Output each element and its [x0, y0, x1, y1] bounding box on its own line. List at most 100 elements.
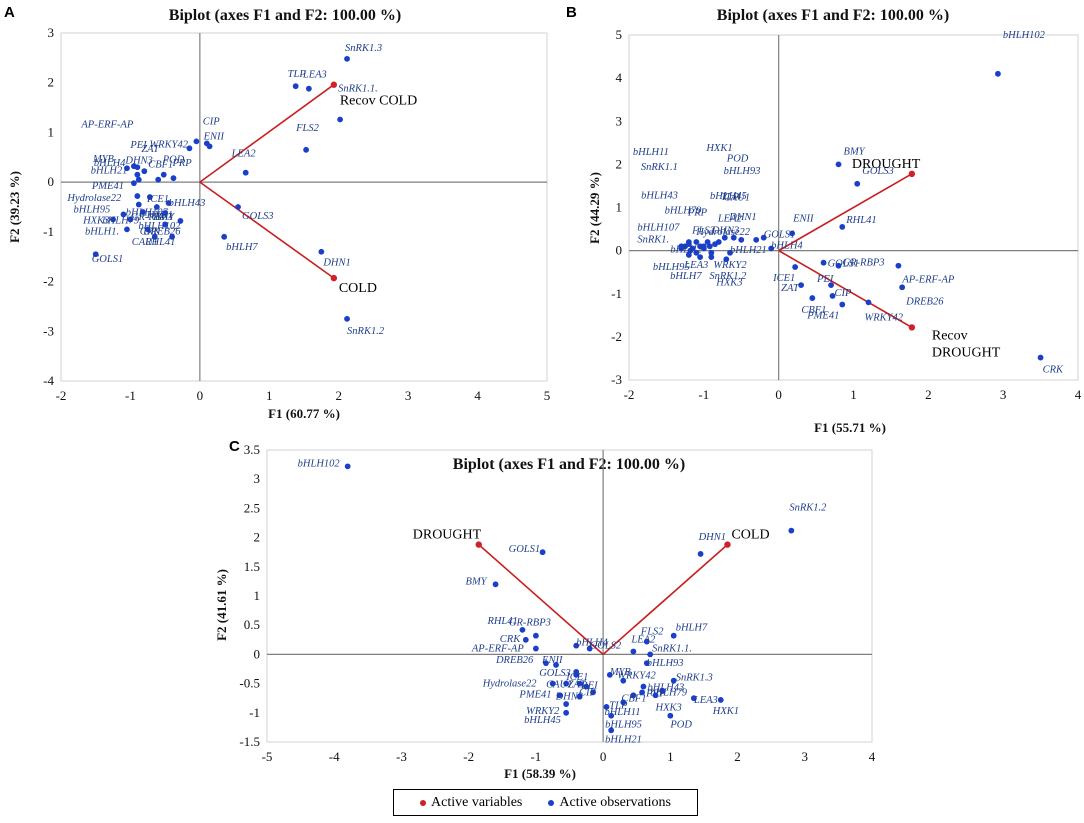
panel-c-plot-area — [266, 449, 873, 743]
panel-a-observation-point — [124, 226, 130, 233]
panel-b-observation-point — [828, 282, 834, 289]
panel-b-xtick-label: 2 — [925, 387, 932, 402]
panel-a-observation-point — [177, 218, 184, 224]
panel-c-observation-label: ZAT — [568, 680, 587, 691]
panel-a-letter: A — [4, 4, 15, 21]
panel-a-variable-label: COLD — [339, 281, 377, 296]
panel-c-variable-label-line: DROUGHT — [413, 528, 482, 543]
panel-b-observation-label: SnRK1.2 — [709, 271, 747, 282]
panel-c-observation-point — [630, 692, 637, 699]
panel-c-observation-label: WRKY2 — [526, 706, 560, 717]
panel-a-title: Biplot (axes F1 and F2: 100.00 %) — [169, 7, 401, 24]
legend-marker-variables — [420, 799, 427, 806]
panel-b-observation-label: bHLH21 — [730, 245, 767, 256]
panel-c-letter: C — [229, 438, 240, 455]
panel-c-observation-point — [532, 632, 539, 639]
panel-b-observation-label: bHLH11 — [633, 147, 669, 158]
panel-b-ytick-label: -1 — [611, 286, 622, 301]
panel-a-observation-point — [141, 168, 148, 175]
panel-c-observation-point — [788, 527, 795, 534]
panel-c-observation-label: ICE1 — [565, 672, 588, 683]
panel-c-observation-point — [553, 662, 559, 668]
panel-a-plot-area — [60, 32, 548, 382]
panel-c-ytick-label: 2 — [254, 530, 261, 545]
panel-a-observation-point — [235, 204, 241, 210]
panel-a-observation-label: TLP — [288, 69, 307, 80]
panel-c-observation-label: ENII — [541, 655, 563, 666]
panel-a-ticks: -2 -1 0 1 2 3 4 5 -4 -3 -2 -1 0 1 2 3 — [43, 25, 550, 403]
panel-a-observation-point — [131, 180, 137, 187]
panel-c-observation-label: DHN1 — [698, 532, 726, 543]
panel-a-observation-point — [135, 176, 142, 183]
panel-b-observation-label: PRP — [687, 207, 708, 218]
panel-a-variable-label: Recov COLD — [340, 94, 417, 109]
panel-a-observation-point — [120, 211, 127, 218]
panel-b-observation-point — [809, 295, 816, 301]
panel-c-xtick-label: 1 — [667, 749, 674, 764]
panel-c-ytick-label: -1.5 — [239, 734, 260, 749]
panel-b-observation-point — [693, 239, 700, 245]
panel-b-observation-point — [708, 254, 715, 260]
panel-a-xlabel: F1 (60.77 %) — [268, 406, 340, 421]
panel-c-observation-point — [667, 712, 674, 719]
panel-c-xtick-label: 2 — [734, 749, 741, 764]
panel-c-xtick-label: -1 — [530, 749, 541, 764]
panel-c-observation-label: SnRK1.2 — [789, 503, 827, 514]
panel-a-ytick-label: 0 — [48, 174, 55, 189]
panel-b-observation-point — [899, 284, 906, 291]
panel-c-ytick-label: 2.5 — [244, 500, 260, 515]
panel-b-observation-point — [820, 259, 827, 266]
panel-c-ytick-label: -1 — [249, 705, 260, 720]
panel-a-observation-point — [162, 210, 169, 216]
panel-b-observation-point — [854, 180, 861, 187]
panel-b-observation-label: RHL41 — [845, 215, 876, 226]
panel-a-observation-label: bHLH7 — [226, 242, 258, 253]
panel-b-observation-label: bHLH95 — [653, 262, 690, 273]
legend-label-observations: Active observations — [559, 794, 671, 810]
panel-a-observation-label: bHLH107 — [126, 208, 169, 219]
panel-a-observation-label: bHLH79 — [102, 215, 140, 226]
panel-b-ylabel: F2 (44.29 %) — [587, 172, 602, 244]
panel-b-observation-point — [792, 264, 799, 270]
panel-a-observation-point — [160, 171, 167, 178]
panel-a-observation-point — [242, 169, 249, 176]
panel-c-observation-label: bHLH95 — [605, 720, 642, 731]
panel-c-observation-label: CBF1 — [621, 693, 646, 704]
panel-a-observation-point — [165, 200, 172, 206]
panel-a-observation-point — [292, 83, 299, 90]
panel-b-observation-point — [865, 299, 872, 306]
panel-b-observation-label: bHLH107 — [637, 222, 680, 233]
panel-a-observation-label: LEA3 — [302, 70, 327, 81]
panel-a-observation-point — [169, 233, 175, 240]
legend-label-variables: Active variables — [431, 794, 523, 810]
panel-a-variable-point — [330, 81, 338, 88]
panel-a-observation-label: LEA2 — [231, 149, 257, 160]
panel-a-observation-label: HXK1 — [146, 210, 173, 221]
panel-a-observation-label: GOLS1 — [92, 254, 124, 265]
panel-c-observation-point — [563, 701, 570, 707]
panel-b-observation-point — [708, 249, 715, 256]
panel-a-observation-label: GOLS3 — [242, 211, 274, 222]
legend-item-variables: Active variables — [420, 795, 522, 811]
panel-c-observation-label: Hydrolase22 — [482, 679, 538, 690]
panel-b-xtick-label: -1 — [698, 387, 709, 402]
panel-c-observation-point — [576, 680, 583, 687]
panel-b-observation-label: GOLS3 — [862, 166, 894, 177]
panel-c-xtick-label: -3 — [396, 749, 407, 764]
panel-a-observation-point — [162, 221, 169, 228]
panel-b-variable-point — [908, 324, 916, 331]
panel-c-title: Biplot (axes F1 and F2: 100.00 %) — [453, 456, 685, 473]
panel-a-observation-point — [146, 194, 153, 200]
panel-b-vector-drought — [778, 173, 913, 252]
panel-c-observation-point — [543, 660, 549, 667]
panel-a-observation-label: bHLH1. — [85, 226, 119, 237]
panel-a-observation-point — [135, 201, 142, 208]
panel-b-title: Biplot (axes F1 and F2: 100.00 %) — [717, 7, 949, 24]
panel-b-ytick-label: 3 — [616, 113, 623, 128]
panel-b-observation-point — [835, 161, 842, 168]
panel-a-variable-label-line: Recov COLD — [340, 94, 417, 109]
panel-c-observation-label: GR-RBP3 — [509, 618, 551, 629]
panel-b-ytick-label: -3 — [611, 372, 622, 387]
